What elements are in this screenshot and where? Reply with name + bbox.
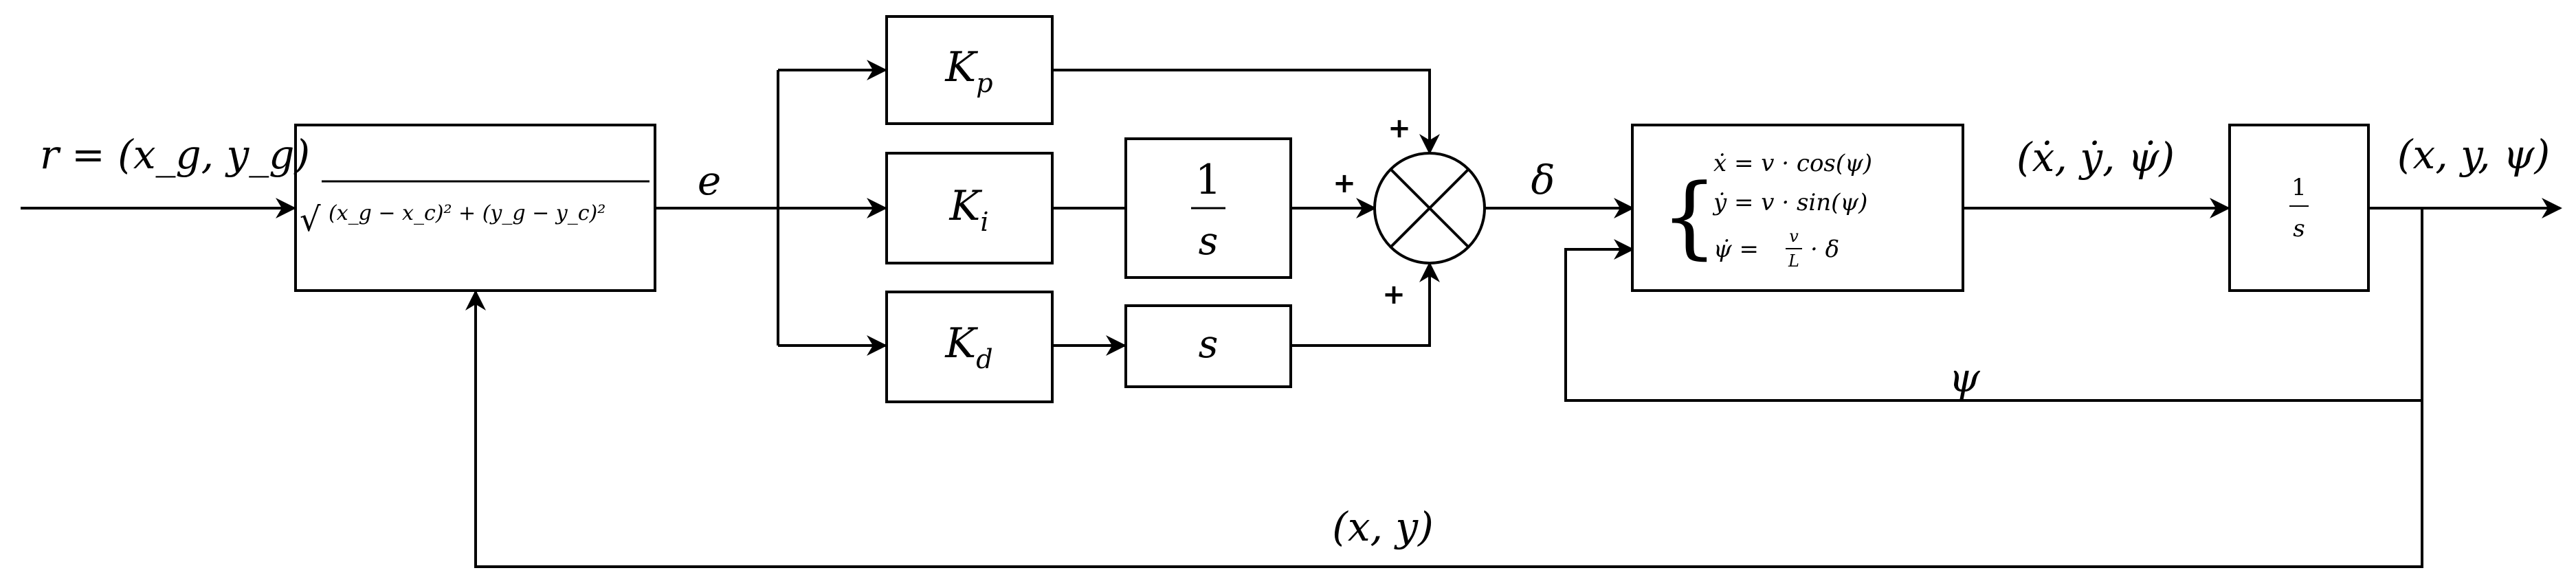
wire-heading-feedback <box>1564 208 2423 402</box>
model-eq-x: ẋ = v · cos(ψ) <box>1713 150 1872 177</box>
svg-text:Kd: Kd <box>944 319 992 374</box>
derivative-label: s <box>1199 322 1219 367</box>
output-integrator-denominator: s <box>2293 215 2305 242</box>
model-brace: { <box>1661 164 1718 269</box>
sum-sign-top: + <box>1388 113 1411 144</box>
integrator-i-denominator: s <box>1199 219 1219 264</box>
kp-sub: p <box>976 68 992 98</box>
summing-junction: + + + <box>1333 113 1486 310</box>
state-label: (x, y, ψ) <box>2397 131 2550 178</box>
distance-expression: (x_g − x_c)² + (y_g − y_c)² <box>329 201 606 225</box>
distance-radical: √ <box>300 201 321 239</box>
kd-sub: d <box>976 344 992 374</box>
input-label: r = (x_g, y_g) <box>40 131 310 178</box>
derivative-block: s <box>1124 304 1292 388</box>
signal-wires <box>21 60 2562 568</box>
model-eq-psi-den: L <box>1788 251 1799 271</box>
heading-feedback-label: ψ <box>1948 354 1980 401</box>
kp-main: K <box>944 43 978 91</box>
svg-text:Ki: Ki <box>949 182 989 237</box>
output-integrator-block: 1 s <box>2228 124 2370 292</box>
model-eq-psi-lhs: ψ̇ = <box>1713 236 1759 263</box>
distance-block: √ (x_g − x_c)² + (y_g − y_c)² <box>294 124 656 292</box>
kd-block: Kd <box>885 291 1054 403</box>
kp-block: Kp <box>885 15 1054 125</box>
svg-text:Kp: Kp <box>944 43 992 98</box>
integrator-i-block: 1 s <box>1124 137 1292 279</box>
output-integrator-numerator: 1 <box>2291 174 2307 201</box>
ki-block: Ki <box>885 152 1054 264</box>
model-eq-psi-num: v <box>1789 227 1799 246</box>
sum-sign-left: + <box>1333 168 1356 199</box>
position-feedback-label: (x, y) <box>1332 504 1434 550</box>
sum-sign-bottom: + <box>1382 279 1406 310</box>
state-rate-label: (ẋ, ẏ, ψ̇) <box>2017 134 2175 181</box>
ki-main: K <box>949 182 983 230</box>
wire-position-feedback <box>465 290 2423 568</box>
error-label: e <box>698 157 721 204</box>
wire-kp-to-sum <box>1052 69 1440 155</box>
model-eq-psi-rhs: · δ <box>1810 236 1839 263</box>
integrator-i-numerator: 1 <box>1195 156 1221 204</box>
control-label: δ <box>1531 157 1555 203</box>
model-eq-y: ẏ = v · sin(ψ) <box>1712 189 1867 216</box>
wire-derivative-to-sum <box>1291 262 1440 347</box>
vehicle-model-block: { ẋ = v · cos(ψ) ẏ = v · sin(ψ) ψ̇ = v L… <box>1631 124 1964 292</box>
kd-main: K <box>944 319 978 368</box>
ki-sub: i <box>980 207 988 237</box>
